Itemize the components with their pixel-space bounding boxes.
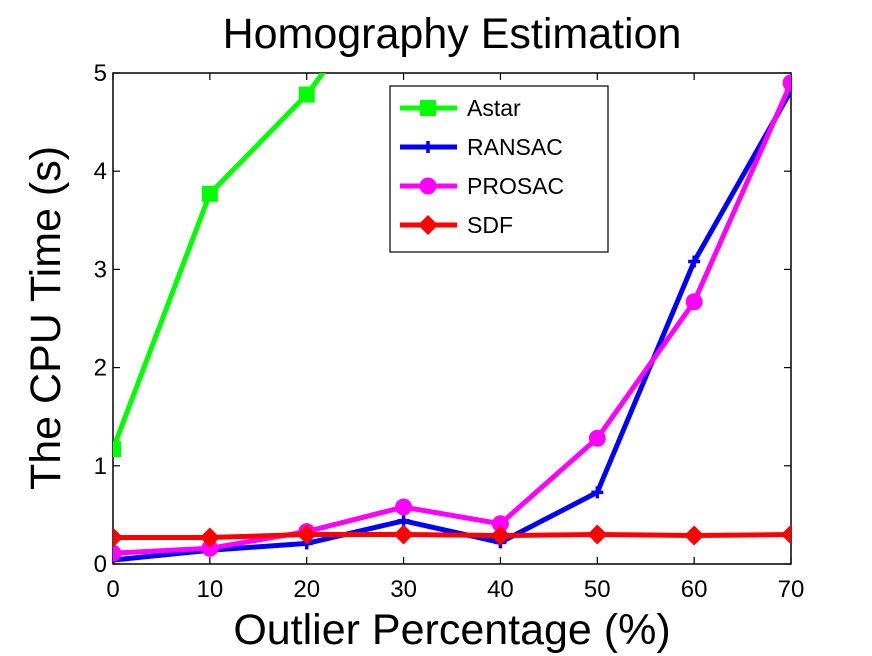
series-line-prosac <box>113 81 791 556</box>
data-point-sdf-4 <box>490 525 511 546</box>
data-point-sdf-6 <box>684 525 705 546</box>
y-tick-label-2: 2 <box>94 355 107 382</box>
data-point-prosac-0 <box>113 544 122 562</box>
data-point-sdf-0 <box>113 527 123 548</box>
data-point-prosac-5 <box>588 429 606 447</box>
data-point-prosac-3 <box>395 498 413 516</box>
x-tick-label-5: 50 <box>584 576 611 603</box>
x-tick-label-3: 30 <box>390 576 417 603</box>
x-tick-label-0: 0 <box>106 576 119 603</box>
x-tick-label-7: 70 <box>778 576 805 603</box>
axis-ticks: 0 10 20 30 40 50 60 70 0 1 2 3 4 5 <box>94 60 805 603</box>
data-point-sdf-2 <box>296 524 317 545</box>
x-tick-label-4: 40 <box>487 576 514 603</box>
y-tick-label-5: 5 <box>94 60 107 87</box>
x-tick-label-6: 60 <box>681 576 708 603</box>
series-line-astar <box>113 73 326 450</box>
legend-label-ransac: RANSAC <box>467 134 563 160</box>
y-axis-label: The CPU Time (s) <box>22 146 70 490</box>
y-tick-label-1: 1 <box>94 453 107 480</box>
legend-label-astar: Astar <box>467 95 521 121</box>
data-point-astar-2 <box>298 86 315 103</box>
legend: Astar RANSAC PROSAC SDF <box>389 85 609 253</box>
x-tick-label-2: 20 <box>293 576 320 603</box>
y-tick-label-3: 3 <box>94 256 107 283</box>
data-point-prosac-7 <box>782 74 791 92</box>
data-point-ransac-5 <box>591 486 604 499</box>
legend-label-prosac: PROSAC <box>467 173 564 199</box>
chart-title: Homography Estimation <box>223 10 682 58</box>
data-point-prosac-4 <box>491 515 509 533</box>
series-group <box>113 73 791 564</box>
legend-label-sdf: SDF <box>467 212 513 238</box>
data-point-sdf-7 <box>781 524 791 545</box>
data-point-ransac-6 <box>688 255 701 268</box>
legend-marker-sdf <box>418 215 438 235</box>
x-tick-label-1: 10 <box>197 576 224 603</box>
data-point-sdf-3 <box>393 524 414 545</box>
legend-marker-ransac <box>422 141 434 153</box>
x-axis-label: Outlier Percentage (%) <box>233 606 670 654</box>
data-point-astar-1 <box>201 185 218 202</box>
y-tick-label-0: 0 <box>94 551 107 578</box>
data-point-astar-0 <box>113 441 121 458</box>
legend-marker-astar <box>420 100 436 116</box>
data-point-sdf-1 <box>199 527 220 548</box>
legend-marker-prosac <box>419 177 437 195</box>
data-point-prosac-1 <box>201 539 219 557</box>
data-point-prosac-6 <box>685 293 703 311</box>
series-line-ransac <box>113 89 791 563</box>
series-line-sdf <box>113 532 791 540</box>
y-tick-label-4: 4 <box>94 158 107 185</box>
data-point-sdf-5 <box>587 524 608 545</box>
